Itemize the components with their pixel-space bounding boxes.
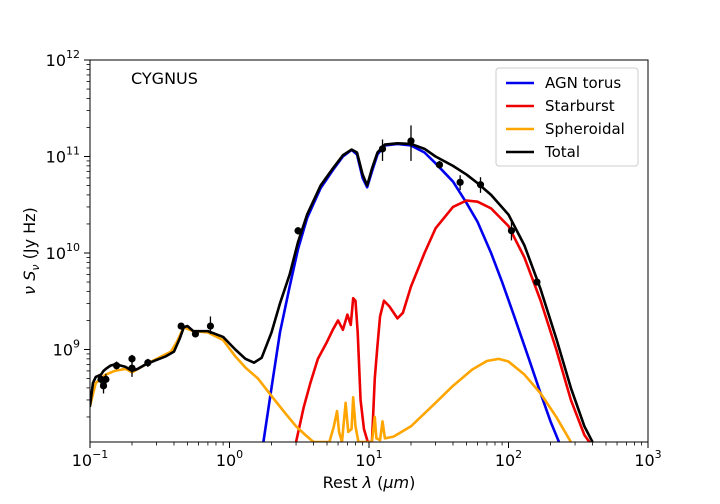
x-tick-label: 100 [216,448,243,470]
legend-item: Starburst [506,97,615,115]
legend-item: Total [506,143,580,161]
series-line-spheroidal [90,325,573,442]
x-tick-label: 101 [355,448,382,470]
data-point-marker [191,330,200,338]
series-line-starburst [294,199,591,442]
data-point-marker [507,227,516,235]
data-point-marker [206,322,215,330]
data-point [102,373,110,385]
legend-label: AGN torus [545,74,621,92]
data-point-marker [128,355,136,363]
data-point-marker [144,359,152,367]
data-point [378,139,387,161]
x-tick-label: 10−1 [72,448,109,470]
legend-label: Starburst [545,97,615,115]
x-axis-title: Rest λ (μm) [323,473,416,492]
y-tick-label: 1012 [46,48,80,70]
data-point-marker [435,161,444,169]
data-point-marker [294,227,302,235]
data-point [206,316,215,334]
data-point-marker [112,362,121,370]
data-point [507,221,516,241]
data-point [476,177,485,193]
data-point-marker [177,322,185,330]
legend-label: Total [544,143,580,161]
data-point-marker [476,181,485,189]
data-point-marker [456,178,464,186]
data-point [533,278,541,286]
chart-annotation: CYGNUS [131,69,198,88]
legend-item: AGN torus [506,74,621,92]
legend-box [495,67,639,167]
y-tick-label: 1010 [46,241,80,263]
observations-layer [97,125,541,394]
data-point [294,227,302,235]
legend-label: Spheroidal [545,120,625,138]
data-point [456,175,464,190]
y-tick-label: 109 [53,337,80,359]
data-point [191,330,200,338]
legend: AGN torus Starburst Spheroidal Total [495,67,639,167]
series-line-total [90,142,594,442]
y-tick-label: 1011 [46,144,80,166]
legend-item: Spheroidal [506,120,625,138]
data-point [144,358,152,367]
data-point [128,360,136,377]
data-point-marker [378,145,387,153]
data-point [435,160,444,169]
data-point [112,361,121,370]
x-tick-label: 102 [495,448,522,470]
series-layer [90,142,594,442]
y-axis-title: ν Sν (Jy Hz) [20,207,42,295]
x-tick-label: 103 [634,448,661,470]
data-point [407,125,415,161]
data-point-marker [102,375,110,383]
data-point-marker [407,137,415,145]
ticks-layer: 10−1 100 101 102 103 109 1010 1011 1012 [46,48,662,470]
data-point-marker [128,364,136,372]
data-point [177,322,185,330]
data-point-marker [533,278,541,286]
